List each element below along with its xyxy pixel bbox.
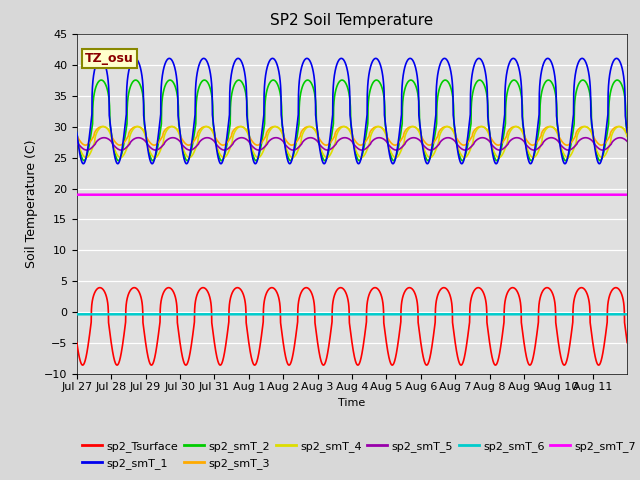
- X-axis label: Time: Time: [339, 397, 365, 408]
- Text: TZ_osu: TZ_osu: [85, 52, 134, 65]
- Title: SP2 Soil Temperature: SP2 Soil Temperature: [270, 13, 434, 28]
- Legend: sp2_Tsurface, sp2_smT_1, sp2_smT_2, sp2_smT_3, sp2_smT_4, sp2_smT_5, sp2_smT_6, : sp2_Tsurface, sp2_smT_1, sp2_smT_2, sp2_…: [83, 441, 636, 468]
- Y-axis label: Soil Temperature (C): Soil Temperature (C): [25, 140, 38, 268]
